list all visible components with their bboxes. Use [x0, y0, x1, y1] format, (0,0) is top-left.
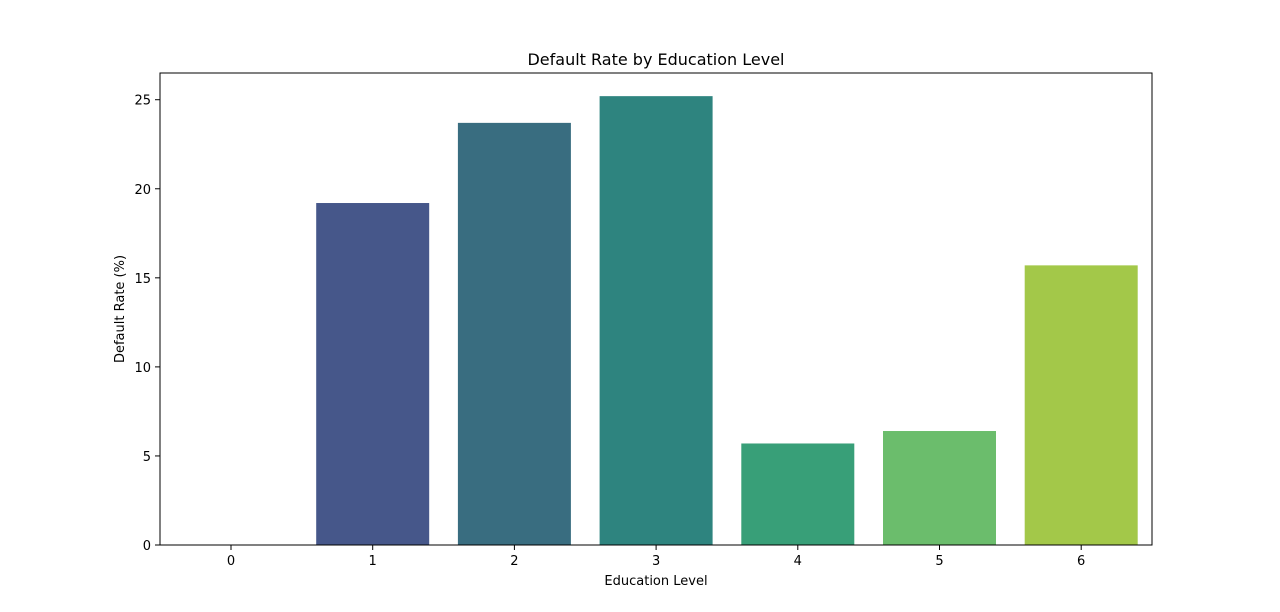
x-axis-ticks: 0 1 2 3 4 5 6: [227, 545, 1085, 569]
y-tick-label: 25: [134, 94, 151, 109]
x-tick-label: 6: [1077, 554, 1085, 569]
x-tick-label: 3: [652, 554, 660, 569]
bar-6: [1024, 265, 1138, 545]
bars-layer: [316, 96, 1138, 546]
x-tick-label: 4: [794, 554, 802, 569]
bar-3: [599, 96, 713, 546]
x-axis-title: Education Level: [604, 574, 707, 589]
y-tick-label: 15: [134, 272, 151, 287]
y-tick-label: 0: [143, 539, 151, 554]
plot-frame: [159, 72, 1153, 546]
x-tick-label: 5: [935, 554, 943, 569]
bar-1: [316, 203, 430, 545]
y-tick-label: 5: [143, 450, 151, 465]
y-axis-title: Default Rate (%): [113, 255, 128, 363]
bar-5: [883, 431, 996, 545]
chart-title: Default Rate by Education Level: [527, 50, 784, 69]
y-tick-label: 10: [134, 361, 151, 376]
y-axis-ticks: 0 5 10 15 20 25: [134, 94, 160, 554]
x-tick-label: 0: [227, 554, 235, 569]
bar-4: [741, 443, 855, 545]
x-tick-label: 1: [369, 554, 377, 569]
bar-2: [457, 122, 571, 546]
x-tick-label: 2: [510, 554, 518, 569]
y-tick-label: 20: [134, 183, 151, 198]
